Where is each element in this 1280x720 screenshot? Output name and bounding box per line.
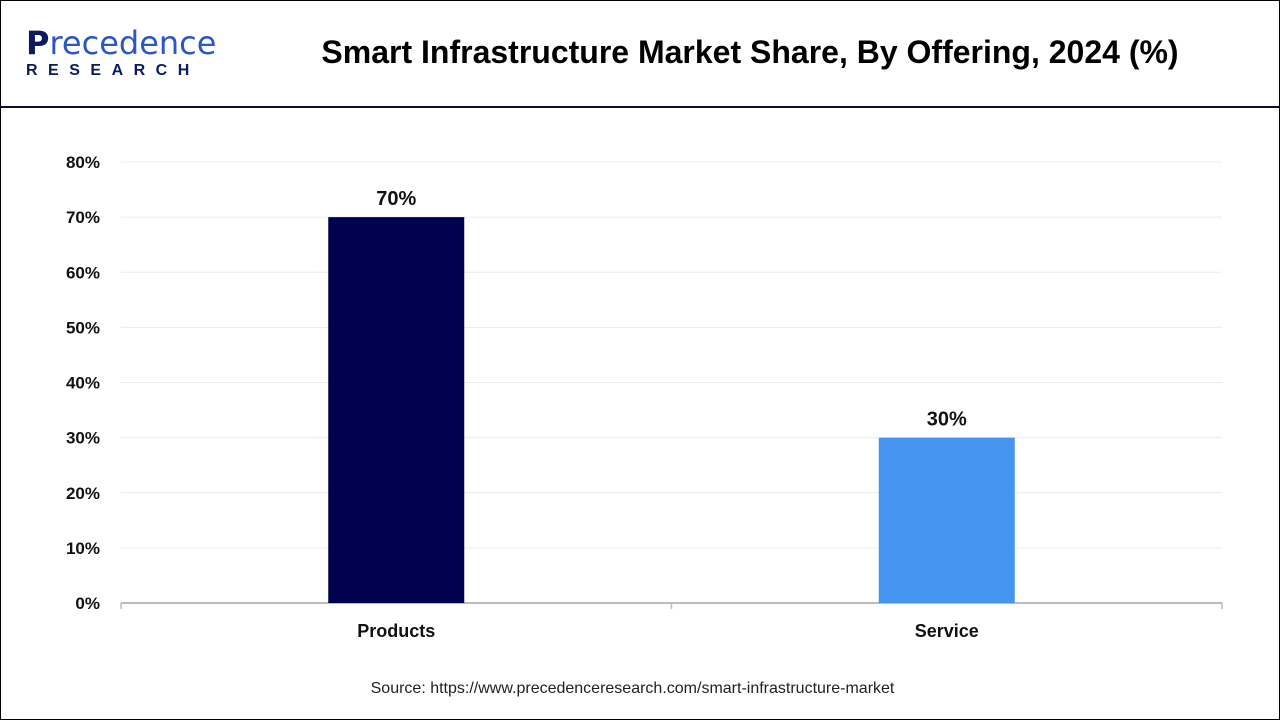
logo-text: Precedence bbox=[26, 24, 217, 62]
y-tick-label: 30% bbox=[66, 429, 100, 448]
y-tick-label: 70% bbox=[66, 208, 100, 227]
y-tick-label: 20% bbox=[66, 484, 100, 503]
x-tick-label: Service bbox=[915, 621, 979, 641]
bar-service bbox=[878, 437, 1015, 603]
y-tick-label: 40% bbox=[66, 374, 100, 393]
x-tick-label: Products bbox=[357, 621, 435, 641]
data-label: 30% bbox=[927, 409, 967, 431]
data-label: 70% bbox=[376, 188, 416, 210]
source-text: Source: https://www.precedenceresearch.c… bbox=[370, 680, 895, 697]
logo-subtext: RESEARCH bbox=[26, 62, 200, 79]
bar-products bbox=[328, 217, 465, 603]
y-tick-label: 80% bbox=[66, 153, 100, 172]
header: Precedence RESEARCH Smart Infrastructure… bbox=[0, 0, 1280, 108]
y-tick-label: 60% bbox=[66, 263, 100, 282]
y-tick-label: 0% bbox=[75, 594, 100, 613]
y-tick-label: 50% bbox=[66, 318, 100, 337]
chart-title: Smart Infrastructure Market Share, By Of… bbox=[321, 34, 1179, 70]
logo: Precedence RESEARCH bbox=[22, 24, 222, 83]
y-tick-label: 10% bbox=[66, 539, 100, 558]
